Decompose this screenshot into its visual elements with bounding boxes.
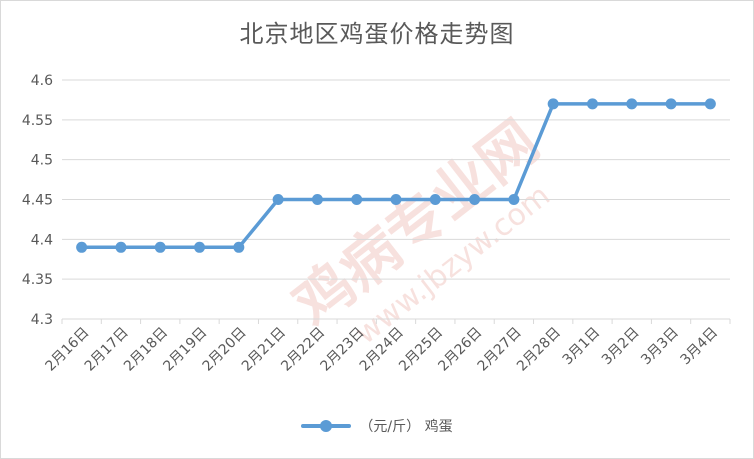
data-point [469,194,481,205]
data-point [351,194,363,205]
y-tick-label: 4.3 [31,312,53,328]
data-point [429,194,441,205]
chart-title: 北京地区鸡蛋价格走势图 [239,20,515,48]
y-tick-label: 4.55 [22,113,53,129]
data-point [704,98,716,110]
data-point [390,194,402,205]
y-tick-label: 4.4 [31,232,53,248]
y-tick-label: 4.5 [31,153,53,169]
data-point [76,241,88,253]
series-line [81,102,711,250]
x-tick-label: 2月28日 [514,325,564,375]
data-point [311,194,323,205]
x-tick-label: 3月2日 [599,325,643,369]
y-tick-label: 4.35 [22,272,53,288]
x-tick-label: 3月3日 [638,325,682,369]
data-point [665,98,677,110]
data-point [194,241,206,253]
data-point [272,194,284,205]
y-tick-label: 4.6 [31,73,53,89]
data-point [586,98,598,110]
legend: （元/斤） 鸡蛋 [0,416,754,436]
data-point [115,241,127,253]
legend-label: （元/斤） 鸡蛋 [359,419,453,435]
y-tick-label: 4.45 [22,193,53,209]
legend-marker-icon [301,419,352,433]
data-point [154,241,166,253]
data-point [508,194,520,205]
data-point [547,98,559,110]
x-tick-label: 3月1日 [560,325,604,369]
data-point [626,98,638,110]
x-tick-label: 3月4日 [677,325,721,369]
data-point [233,241,245,253]
